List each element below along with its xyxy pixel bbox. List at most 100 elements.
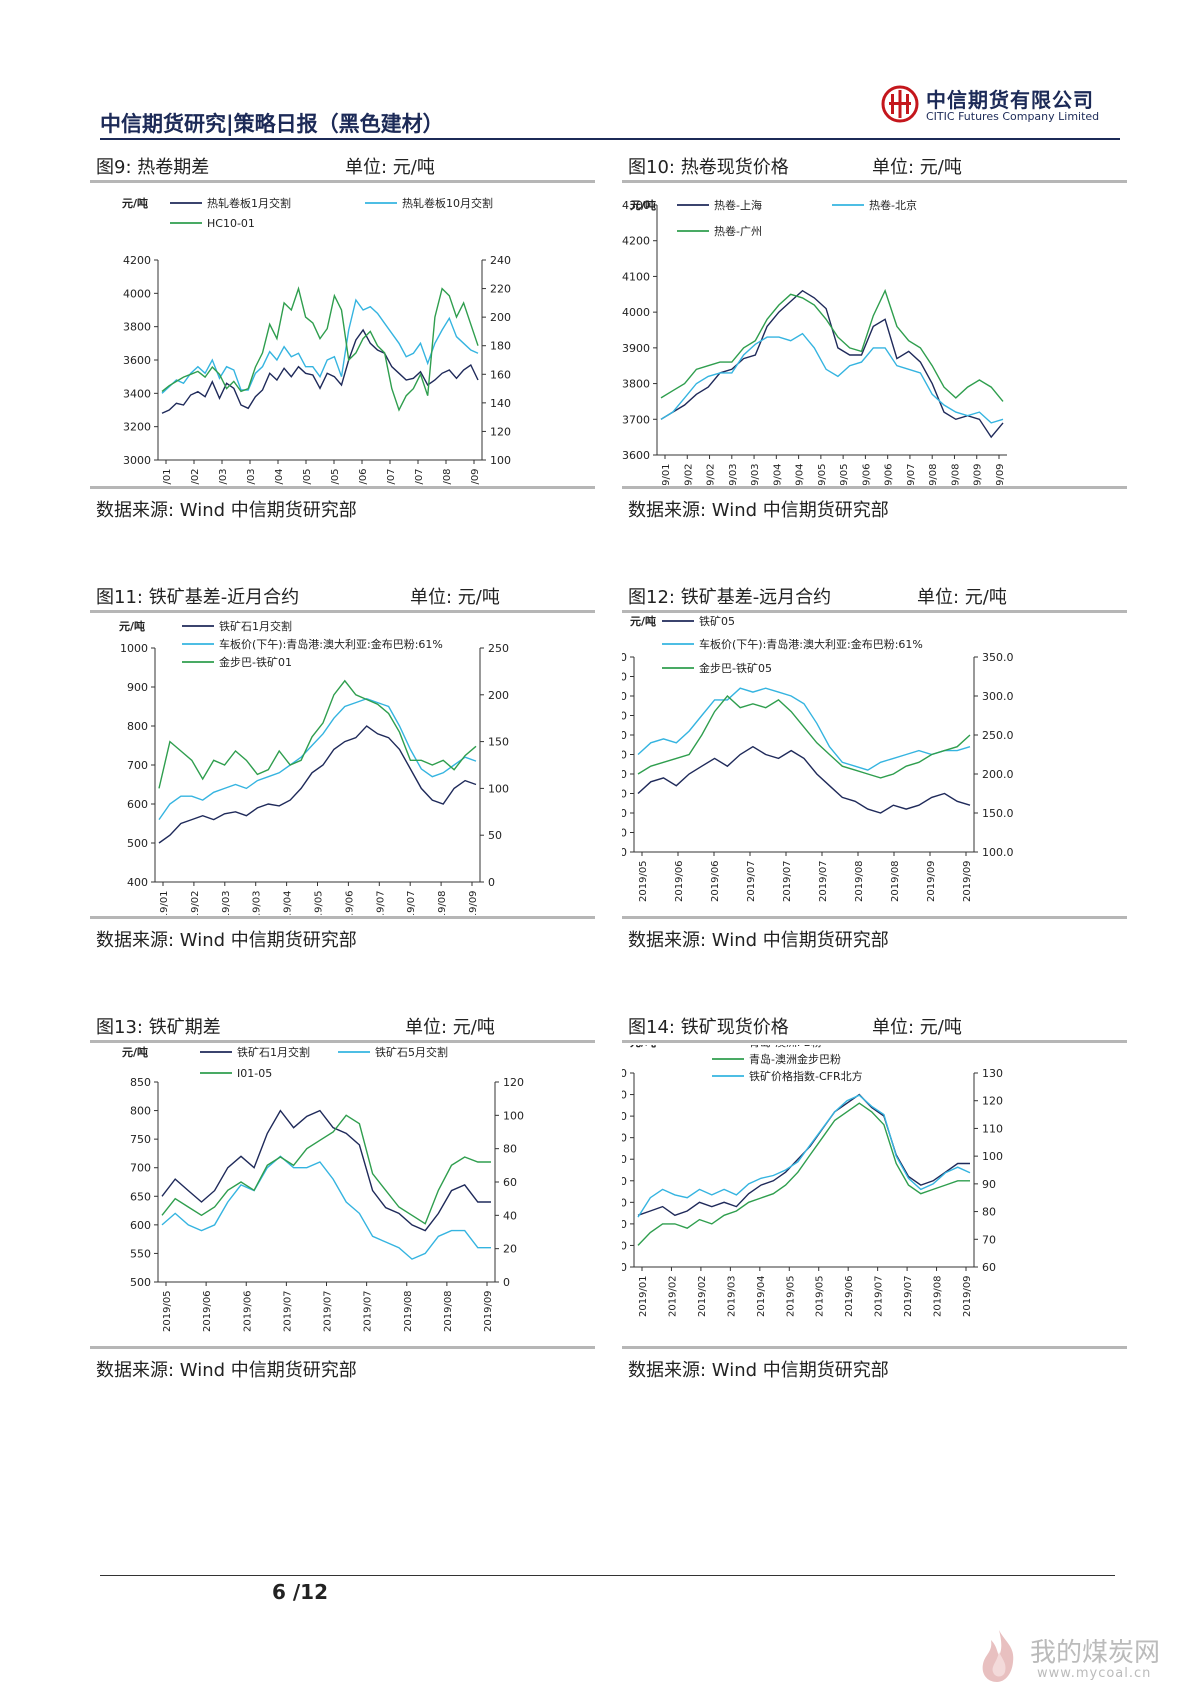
x-tick-label: 2019/08 [890, 860, 901, 902]
watermark-cn: 我的煤炭网 [1030, 1638, 1161, 1668]
x-tick-label: 2019/06 [884, 463, 895, 485]
x-tick-label: 2019/06 [861, 463, 872, 485]
y2-tick-label: 20 [503, 1243, 517, 1256]
y2-tick-label: 120 [982, 1095, 1003, 1108]
legend-label: 热轧卷板1月交割 [207, 196, 291, 210]
series-line [660, 332, 1004, 424]
series-line [161, 1155, 491, 1260]
y-tick-label: 500 [622, 827, 627, 840]
x-tick-label: 2019/07 [746, 860, 757, 902]
figure-unit: 单位: 元/吨 [917, 587, 1007, 608]
series-line [158, 679, 477, 789]
legend-label: 青岛-澳洲金步巴粉 [749, 1052, 841, 1066]
y2-tick-label: 100 [982, 1150, 1003, 1163]
y-tick-label: 750 [622, 729, 627, 742]
y-tick-label: 3700 [622, 413, 650, 426]
x-tick-label: 2019/05 [817, 463, 828, 485]
x-tick-label: 2019/09 [468, 890, 479, 915]
y-axis-unit: 元/吨 [630, 198, 656, 212]
y-tick-label: 700 [127, 759, 148, 772]
figure-top-rule [622, 180, 1127, 183]
y2-tick-label: 50 [488, 829, 502, 842]
y-tick-label: 500 [622, 1261, 627, 1274]
x-tick-label: 2019/02 [190, 468, 201, 485]
x-tick-label: 2019/07 [414, 468, 425, 485]
figure-unit: 单位: 元/吨 [345, 157, 435, 178]
legend-label: 热卷-北京 [869, 198, 917, 212]
y-tick-label: 950 [622, 651, 627, 664]
logo-cn-text: 中信期货有限公司 [926, 88, 1094, 112]
x-tick-label: 2019/07 [386, 468, 397, 485]
chart-ore-basis-near: 400 500 600 700 800 900 1000 0 50 100 150 200 250 元/吨… [119, 619, 509, 915]
x-tick-label: 2019/09 [962, 860, 973, 902]
x-tick-label: 2019/05 [815, 1275, 826, 1317]
x-tick-label: 2019/07 [323, 1290, 334, 1332]
x-tick-label: 2019/02 [706, 463, 717, 485]
x-tick-label: 2019/05 [162, 1290, 173, 1332]
y2-tick-label: 130 [982, 1067, 1003, 1080]
y2-tick-label: 250 [488, 642, 509, 655]
y-tick-label: 600 [127, 798, 148, 811]
figure-unit: 单位: 元/吨 [410, 587, 500, 608]
x-tick-label: 2019/09 [995, 463, 1006, 485]
x-tick-label: 2019/08 [443, 1290, 454, 1332]
y-tick-label: 450 [622, 846, 627, 859]
figure-title: 图12: 铁矿基差-远月合约 [628, 587, 832, 608]
y-tick-label: 800 [622, 1132, 627, 1145]
figure-source: 数据来源: Wind 中信期货研究部 [628, 500, 889, 521]
figure-bottom-rule [90, 486, 595, 489]
y2-tick-label: 80 [982, 1206, 996, 1219]
figure-bottom-rule [90, 916, 595, 919]
x-tick-label: 2019/09 [483, 1290, 494, 1332]
footer-divider [100, 1575, 1115, 1576]
legend-label: 铁矿石1月交割 [219, 619, 292, 633]
watermark-url: www.mycoal.cn [1037, 1666, 1152, 1681]
chart-container: 400 500 600 700 800 900 1000 0 50 100 150 200 250 元/吨… [90, 615, 595, 915]
figure-unit: 单位: 元/吨 [872, 157, 962, 178]
y-tick-label: 650 [130, 1190, 151, 1203]
figure-source: 数据来源: Wind 中信期货研究部 [96, 1360, 357, 1381]
y-tick-label: 400 [127, 876, 148, 889]
figure-bottom-rule [90, 1346, 595, 1349]
x-tick-label: 2019/01 [638, 1275, 649, 1317]
y2-tick-label: 110 [982, 1122, 1003, 1135]
x-tick-label: 2019/03 [726, 1275, 737, 1317]
y2-tick-label: 240 [490, 254, 511, 267]
x-tick-label: 2019/04 [283, 890, 294, 915]
x-tick-label: 2019/05 [638, 860, 649, 902]
y-tick-label: 3400 [123, 387, 151, 400]
x-tick-label: 2019/05 [839, 463, 850, 485]
figure-top-rule [90, 180, 595, 183]
chart-ore-basis-far: 450 500 550 600 650 700 750 800 850 900 950 100.0 15… [622, 615, 1014, 902]
chart-container: 500 550 600 650 700 750 800 850 0 20 40 60 80 100 120 元… [90, 1045, 595, 1345]
figure-unit: 单位: 元/吨 [872, 1017, 962, 1038]
y2-tick-label: 220 [490, 283, 511, 296]
y-tick-label: 700 [622, 1175, 627, 1188]
y-tick-label: 600 [622, 788, 627, 801]
y2-tick-label: 100 [490, 454, 511, 467]
x-tick-label: 2019/08 [437, 890, 448, 915]
y-tick-label: 800 [127, 720, 148, 733]
series-line [158, 725, 477, 844]
y2-tick-label: 120 [503, 1076, 524, 1089]
y-tick-label: 750 [130, 1133, 151, 1146]
company-logo: 中信期货有限公司 CITIC Futures Company Limited [880, 82, 1120, 130]
x-tick-label: 2019/04 [756, 1275, 767, 1317]
y2-tick-label: 150 [488, 736, 509, 749]
figure-title: 图13: 铁矿期差 [96, 1017, 221, 1038]
figure-title: 图9: 热卷期差 [96, 157, 210, 178]
x-tick-label: 2019/05 [330, 468, 341, 485]
y-tick-label: 4100 [622, 270, 650, 283]
chart-ore-spot: 500 550 600 650 700 750 800 850 900 950 60 70 80 90 10… [622, 1045, 1003, 1317]
figure-source: 数据来源: Wind 中信期货研究部 [628, 1360, 889, 1381]
x-tick-label: 2019/09 [926, 860, 937, 902]
y-tick-label: 650 [622, 1196, 627, 1209]
y2-tick-label: 60 [982, 1261, 996, 1274]
y-tick-label: 3800 [622, 378, 650, 391]
figure-source: 数据来源: Wind 中信期货研究部 [96, 930, 357, 951]
figure-bottom-rule [622, 1346, 1127, 1349]
y-tick-label: 3200 [123, 421, 151, 434]
x-tick-label: 2019/06 [844, 1275, 855, 1317]
y2-tick-label: 60 [503, 1176, 517, 1189]
